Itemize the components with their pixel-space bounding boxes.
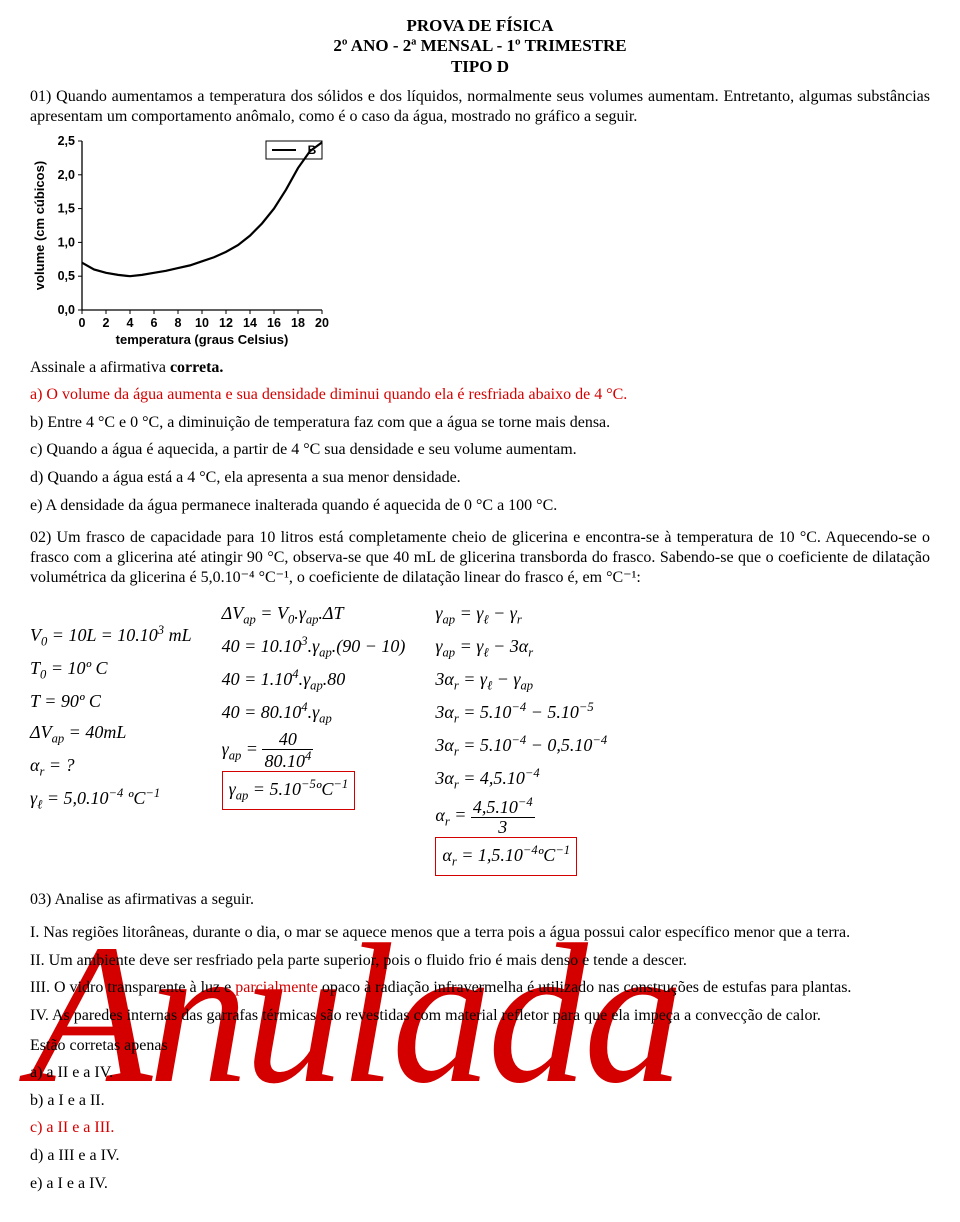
- q3-item-III: III. O vidro transparente à luz e parcia…: [30, 977, 930, 999]
- svg-text:4: 4: [127, 316, 134, 330]
- svg-text:2,5: 2,5: [58, 134, 75, 148]
- svg-text:18: 18: [291, 316, 305, 330]
- q3-alt-a: a) a II e a IV.: [30, 1062, 930, 1084]
- svg-text:1,5: 1,5: [58, 202, 75, 216]
- q3-item-II: II. Um ambiente deve ser resfriado pela …: [30, 950, 930, 972]
- q3-alt-c: c) a II e a III.: [30, 1117, 930, 1139]
- svg-text:0,0: 0,0: [58, 303, 75, 317]
- q1-alt-d: d) Quando a água está a 4 °C, ela aprese…: [30, 467, 930, 489]
- q1-stem: 01) Quando aumentamos a temperatura dos …: [30, 87, 930, 127]
- q2-eq-col1: V0 = 10L = 10.103 mL T0 = 10º C T = 90º …: [30, 598, 192, 876]
- q1-assinale: Assinale a afirmativa correta.: [30, 358, 930, 378]
- q2-eq-col2: ΔVap = V0.γap.ΔT 40 = 10.103.γap.(90 − 1…: [222, 598, 406, 876]
- svg-text:10: 10: [195, 316, 209, 330]
- q1-alt-e: e) A densidade da água permanece inalter…: [30, 495, 930, 517]
- q3-lead: 03) Analise as afirmativas a seguir.: [30, 890, 930, 910]
- svg-text:16: 16: [267, 316, 281, 330]
- svg-text:14: 14: [243, 316, 257, 330]
- q2-stem: 02) Um frasco de capacidade para 10 litr…: [30, 528, 930, 588]
- q3-alt-d: d) a III e a IV.: [30, 1145, 930, 1167]
- q3-alt-b: b) a I e a II.: [30, 1090, 930, 1112]
- q1-alt-a: a) O volume da água aumenta e sua densid…: [30, 384, 930, 406]
- header-line3: TIPO D: [30, 57, 930, 77]
- svg-text:1,0: 1,0: [58, 236, 75, 250]
- q3-alt-e: e) a I e a IV.: [30, 1173, 930, 1195]
- svg-text:12: 12: [219, 316, 233, 330]
- q3-item-IV: IV. As paredes internas das garrafas tér…: [30, 1005, 930, 1027]
- svg-text:0: 0: [79, 316, 86, 330]
- svg-text:volume (cm cúbicos): volume (cm cúbicos): [32, 161, 47, 290]
- header-line2: 2º ANO - 2ª MENSAL - 1º TRIMESTRE: [30, 36, 930, 56]
- q2-eq-col3: γap = γℓ − γr γap = γℓ − 3αr 3αr = γℓ − …: [435, 598, 607, 876]
- svg-text:2,0: 2,0: [58, 168, 75, 182]
- q3-body-wrap: Anulada I. Nas regiões litorâneas, duran…: [30, 922, 930, 1194]
- q1-alt-c: c) Quando a água é aquecida, a partir de…: [30, 439, 930, 461]
- svg-text:6: 6: [151, 316, 158, 330]
- svg-text:2: 2: [103, 316, 110, 330]
- svg-text:20: 20: [315, 316, 329, 330]
- q2-equations: V0 = 10L = 10.103 mL T0 = 10º C T = 90º …: [30, 598, 930, 876]
- q1-chart: 0,0 0,5 1,0 1,5 2,0 2,5 0 2 4 6 8 10 12 14 16 18 20 tempe…: [30, 133, 930, 348]
- svg-text:0,5: 0,5: [58, 269, 75, 283]
- svg-text:8: 8: [175, 316, 182, 330]
- q3-item-I: I. Nas regiões litorâneas, durante o dia…: [30, 922, 930, 944]
- q3-estao: Estão corretas apenas: [30, 1036, 930, 1056]
- q1-alt-b: b) Entre 4 °C e 0 °C, a diminuição de te…: [30, 412, 930, 434]
- svg-text:temperatura (graus Celsius): temperatura (graus Celsius): [116, 332, 289, 347]
- header-line1: PROVA DE FÍSICA: [30, 16, 930, 36]
